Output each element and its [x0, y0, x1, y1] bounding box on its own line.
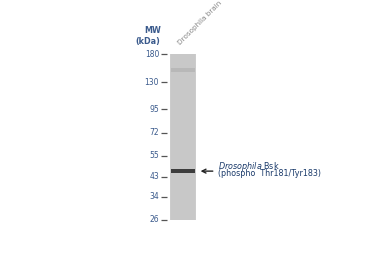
Text: Drosophila brain: Drosophila brain [177, 0, 223, 47]
Bar [171, 169, 195, 174]
Text: 130: 130 [145, 78, 159, 87]
Text: 95: 95 [149, 104, 159, 114]
Bar [171, 68, 195, 72]
Bar [170, 54, 196, 220]
Text: (phospho  Thr181/Tyr183): (phospho Thr181/Tyr183) [218, 169, 321, 178]
Bar [171, 54, 195, 220]
Text: (kDa): (kDa) [136, 37, 161, 46]
Text: 180: 180 [145, 50, 159, 59]
Text: 55: 55 [149, 151, 159, 160]
Text: MW: MW [144, 26, 161, 35]
Text: 72: 72 [149, 128, 159, 137]
Text: $\it{Drosophila}$ Bsk: $\it{Drosophila}$ Bsk [218, 160, 280, 173]
Text: 43: 43 [149, 172, 159, 182]
Text: 26: 26 [149, 216, 159, 225]
Text: 34: 34 [149, 193, 159, 201]
